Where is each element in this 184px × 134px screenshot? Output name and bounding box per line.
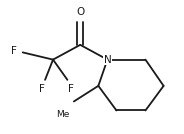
- Text: O: O: [76, 7, 84, 17]
- Text: F: F: [11, 46, 17, 56]
- Text: Me: Me: [56, 110, 70, 119]
- Text: F: F: [68, 84, 74, 94]
- Text: F: F: [39, 84, 45, 94]
- Text: N: N: [104, 55, 111, 65]
